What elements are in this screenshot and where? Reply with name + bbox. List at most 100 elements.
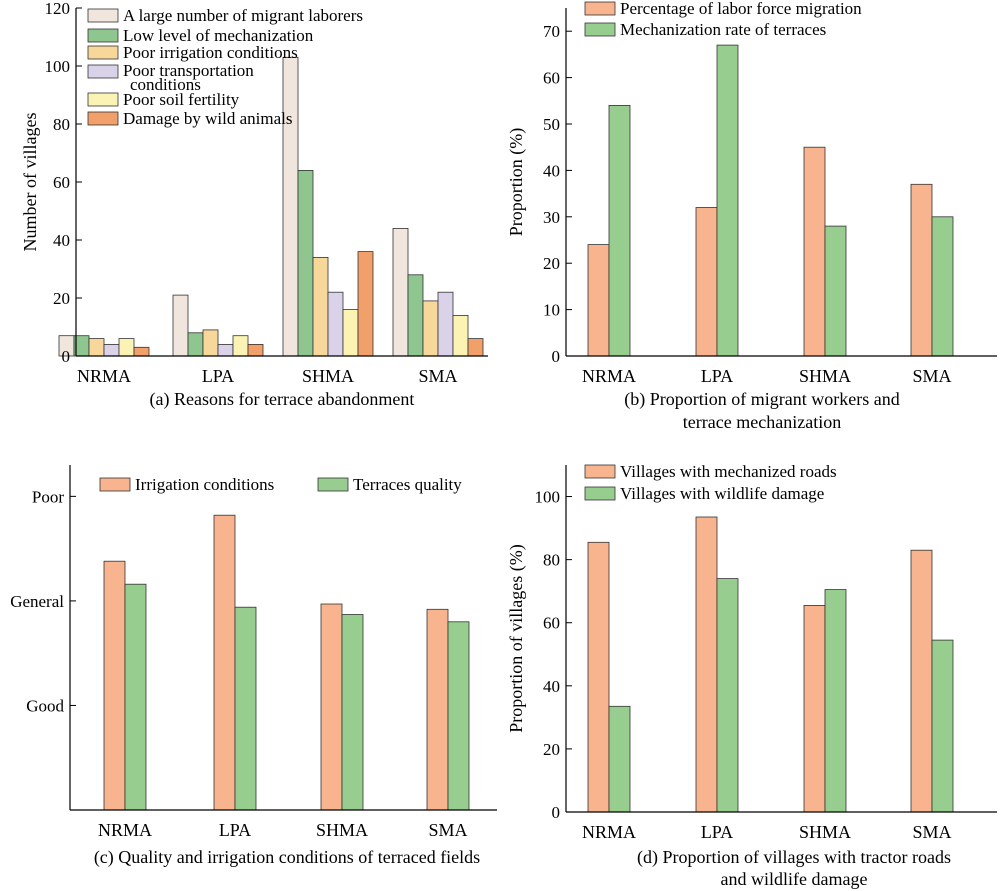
bar-nrma-s1 — [103, 560, 126, 811]
legend-label: Poor irrigation conditions — [123, 43, 298, 62]
bar-lpa-s3 — [202, 329, 219, 357]
x-tick-label: SMA — [912, 822, 951, 842]
legend-label-line: conditions — [130, 75, 201, 94]
bar-nrma-s2 — [124, 583, 147, 811]
bar-lpa-s1 — [695, 516, 718, 813]
legend-label-line: Poor transportation — [123, 61, 254, 80]
bar-sma-s2 — [931, 639, 954, 813]
bar-lpa-s1 — [172, 294, 189, 357]
y-tick-label: 0 — [62, 347, 71, 366]
bar-nrma-s2 — [608, 105, 631, 357]
bar-shma-s6 — [357, 251, 374, 357]
y-tick-label: 60 — [543, 69, 560, 88]
bar-nrma-s5 — [118, 338, 135, 357]
y-tick-label: 20 — [543, 254, 560, 273]
legend-swatch — [87, 111, 119, 126]
x-tick-label: SMA — [428, 820, 467, 840]
bar-nrma-s1 — [587, 244, 610, 357]
x-tick-label: SHMA — [316, 820, 368, 840]
bar-shma-s2 — [824, 589, 847, 813]
bar-sma-s5 — [452, 314, 469, 357]
bar-nrma-s1 — [587, 541, 610, 813]
y-tick-label: 100 — [45, 57, 71, 76]
bar-nrma-s2 — [608, 705, 631, 813]
y-tick-label: 100 — [535, 488, 561, 507]
x-tick-label: LPA — [219, 820, 251, 840]
y-tick-label: 60 — [53, 173, 70, 192]
legend-d: Villages with mechanized roads Villages w… — [584, 462, 837, 503]
caption-b-line2: terrace mechanization — [683, 412, 841, 432]
legend-item: Villages with wildlife damage — [584, 484, 824, 503]
y-tick-label: 60 — [543, 614, 560, 633]
legend-c: Irrigation conditions Terraces quality — [99, 475, 462, 494]
chart-panel-d: 0 20 40 60 80 100 NRMA LPA SHMA SMA Proportion of … — [506, 465, 997, 842]
bar-sma-s6 — [467, 338, 484, 357]
caption-b-line1: (b) Proportion of migrant workers and — [624, 389, 899, 410]
chart-panel-b: 0 10 20 30 40 50 60 70 NRMA LPA SHMA SMA Proportion … — [506, 8, 997, 386]
legend-item: Poor irrigation conditions — [87, 43, 298, 62]
bar-lpa-s2 — [234, 606, 257, 811]
legend-label: Poor soil fertility — [123, 90, 240, 109]
bar-sma-s1 — [910, 549, 933, 813]
y-tick-label: Good — [26, 696, 64, 715]
bar-lpa-s1 — [213, 514, 236, 811]
bar-lpa-s2 — [716, 578, 739, 813]
y-tick-label: 0 — [552, 803, 561, 822]
y-tick-label: 20 — [53, 289, 70, 308]
bar-sma-s2 — [931, 216, 954, 357]
caption-d-line2: and wildlife damage — [721, 869, 868, 889]
x-tick-label: SMA — [418, 366, 457, 386]
x-tick-label: NRMA — [98, 820, 152, 840]
bar-sma-s1 — [910, 183, 933, 357]
bar-shma-s3 — [312, 256, 329, 357]
legend-swatch — [584, 22, 616, 37]
legend-item: Villages with mechanized roads — [584, 462, 837, 481]
legend-label: Villages with mechanized roads — [620, 462, 837, 481]
legend-swatch — [584, 486, 616, 501]
y-tick-label: 20 — [543, 740, 560, 759]
bar-sma-s2 — [407, 274, 424, 357]
legend-swatch — [87, 28, 119, 43]
legend-label: Percentage of labor force migration — [620, 0, 862, 18]
captions: (a) Reasons for terrace abandonment (b) P… — [94, 389, 951, 889]
caption-d-line1: (d) Proportion of villages with tractor … — [637, 847, 951, 868]
x-tick-label: SHMA — [302, 366, 354, 386]
bar-shma-s2 — [824, 225, 847, 357]
x-tick-label: LPA — [701, 366, 733, 386]
legend-swatch — [584, 1, 616, 16]
bar-nrma-s3 — [88, 338, 105, 357]
bar-lpa-s5 — [232, 335, 249, 357]
y-tick-label: 40 — [53, 231, 70, 250]
bar-lpa-s4 — [217, 343, 234, 357]
y-tick-label: 40 — [543, 161, 560, 180]
legend-label: Mechanization rate of terraces — [620, 20, 826, 39]
bar-shma-s1 — [320, 603, 343, 811]
bar-sma-s1 — [426, 608, 449, 811]
chart-panel-a: 0 20 40 60 80 100 120 NRMA LPA SHMA SMA Number of v… — [20, 0, 488, 386]
bar-sma-s1 — [392, 227, 409, 357]
bar-shma-s5 — [342, 309, 359, 357]
legend-b: Percentage of labor force migration Mecha… — [584, 0, 862, 39]
legend-item: Terraces quality — [317, 475, 462, 494]
legend-swatch — [317, 477, 349, 492]
legend-label: Damage by wild animals — [123, 109, 293, 128]
bar-shma-s1 — [282, 56, 299, 357]
bar-shma-s1 — [803, 605, 826, 813]
legend-item: Low level of mechanization — [87, 26, 314, 45]
legend-item: Irrigation conditions — [99, 475, 274, 494]
y-tick-label: 10 — [543, 301, 560, 320]
legend-label: Terraces quality — [353, 475, 462, 494]
legend-label: A large number of migrant laborers — [123, 6, 363, 25]
x-tick-label: SMA — [912, 366, 951, 386]
y-tick-label: 80 — [53, 115, 70, 134]
legend-swatch — [87, 92, 119, 107]
y-tick-label: 80 — [543, 551, 560, 570]
x-tick-label: NRMA — [582, 366, 636, 386]
x-tick-label: NRMA — [582, 822, 636, 842]
legend-label: Low level of mechanization — [123, 26, 314, 45]
bar-lpa-s2 — [716, 44, 739, 357]
y-tick-label: 0 — [552, 347, 561, 366]
bar-nrma-s6 — [133, 346, 150, 357]
